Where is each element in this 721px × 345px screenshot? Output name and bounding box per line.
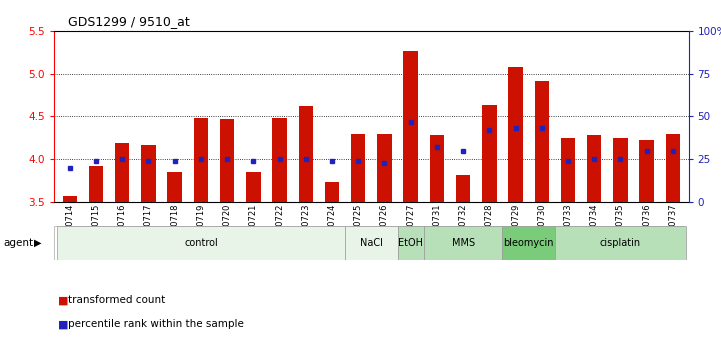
Text: percentile rank within the sample: percentile rank within the sample [68, 319, 244, 329]
Bar [534, 81, 549, 202]
Bar [613, 138, 627, 202]
Bar [404, 51, 418, 202]
Bar [665, 134, 680, 202]
Bar [63, 196, 77, 202]
Bar [640, 140, 654, 202]
Text: EtOH: EtOH [398, 238, 423, 248]
Bar [587, 135, 601, 202]
Text: agent: agent [4, 238, 34, 248]
Text: NaCl: NaCl [360, 238, 383, 248]
Bar [430, 135, 444, 202]
Bar [561, 138, 575, 202]
Bar [555, 226, 686, 260]
Bar [220, 119, 234, 202]
Bar [57, 226, 345, 260]
Bar [397, 226, 424, 260]
Text: bleomycin: bleomycin [503, 238, 554, 248]
Text: cisplatin: cisplatin [600, 238, 641, 248]
Text: ■: ■ [58, 319, 68, 329]
Bar [351, 134, 366, 202]
Bar [377, 134, 392, 202]
Bar [273, 118, 287, 202]
Bar [456, 175, 470, 202]
Bar [141, 145, 156, 202]
Bar [115, 143, 130, 202]
Bar [508, 67, 523, 202]
Bar [167, 172, 182, 202]
Text: control: control [184, 238, 218, 248]
Text: GDS1299 / 9510_at: GDS1299 / 9510_at [68, 16, 190, 29]
Bar [503, 226, 555, 260]
Bar [194, 118, 208, 202]
Text: MMS: MMS [451, 238, 474, 248]
Text: transformed count: transformed count [68, 295, 166, 305]
Bar [89, 166, 103, 202]
Text: ▶: ▶ [34, 238, 41, 248]
Bar [246, 172, 260, 202]
Bar [424, 226, 503, 260]
Bar [298, 106, 313, 202]
Text: ■: ■ [58, 295, 68, 305]
Bar [345, 226, 397, 260]
Bar [482, 105, 497, 202]
Bar [324, 182, 339, 202]
